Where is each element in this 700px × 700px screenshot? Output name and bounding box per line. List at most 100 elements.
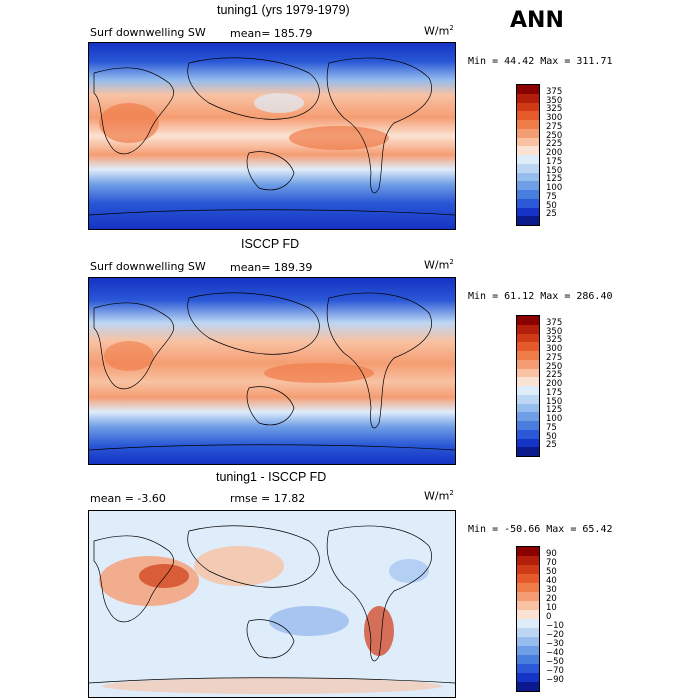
colorbar-swatch [517, 137, 539, 147]
panel-2-minmax: Min = 61.12 Max = 286.40 [468, 291, 613, 302]
colorbar-swatch [517, 324, 539, 334]
colorbar-tick-label: −10 [546, 621, 564, 631]
colorbar-tick-label: 0 [546, 612, 552, 622]
colorbar-swatch [517, 216, 539, 225]
colorbar-tick-label: 250 [546, 130, 563, 141]
panel-2-variable-label: Surf downwelling SW [90, 260, 206, 273]
colorbar-tick-label: 150 [546, 165, 563, 176]
colorbar-swatch [517, 429, 539, 439]
colorbar-swatch [517, 120, 539, 129]
colorbar-tick-label: −30 [546, 639, 564, 649]
colorbar-swatch [517, 146, 539, 155]
colorbar-swatch [517, 655, 539, 664]
colorbar-tick-label: 225 [546, 139, 563, 150]
colorbar-tick-label: 225 [546, 370, 563, 381]
colorbar-tick-label: 375 [546, 86, 563, 97]
colorbar-swatch [517, 207, 539, 217]
colorbar-swatch [517, 403, 539, 413]
colorbar-tick-label: 275 [546, 352, 563, 363]
panel-3-title: tuning1 - ISCCP FD [216, 470, 327, 484]
panel-3-rmse-label: rmse = 17.82 [230, 492, 306, 505]
panel-1-units: W/m2 [424, 24, 454, 38]
colorbar-swatch [517, 601, 539, 610]
panel-1-variable-label: Surf downwelling SW [90, 26, 206, 39]
colorbar-tick-label: 300 [546, 113, 563, 123]
colorbar-swatch [517, 664, 539, 673]
panel-3-mean-label: mean = -3.60 [90, 492, 166, 505]
colorbar-swatch [517, 412, 539, 421]
colorbar-tick-label: 250 [546, 361, 563, 372]
colorbar-tick-label: 75 [546, 191, 557, 202]
colorbar-tick-label: 350 [546, 326, 563, 337]
colorbar-swatch [517, 342, 539, 351]
panel-2-mean-label: mean= 189.39 [230, 261, 313, 274]
colorbar-tick-label: −70 [546, 666, 564, 676]
colorbar-swatch [517, 574, 539, 583]
panel-3-colorbar [516, 546, 540, 692]
colorbar-swatch [517, 682, 539, 691]
colorbar-tick-label: 350 [546, 95, 563, 106]
colorbar-tick-label: 10 [546, 603, 557, 613]
colorbar-tick-label: 125 [546, 405, 563, 416]
colorbar-tick-label: −90 [546, 675, 564, 685]
colorbar-swatch [517, 102, 539, 112]
colorbar-swatch [517, 619, 539, 628]
colorbar-tick-label: 325 [546, 104, 563, 115]
panel-2-title: ISCCP FD [241, 237, 300, 251]
colorbar-swatch [517, 377, 539, 386]
colorbar-tick-label: 20 [546, 594, 557, 604]
colorbar-tick-label: −40 [546, 648, 564, 658]
colorbar-swatch [517, 394, 539, 404]
panel-2-colorbar [516, 315, 540, 457]
colorbar-swatch [517, 628, 539, 637]
colorbar-tick-label: 75 [546, 422, 557, 433]
panel-1-mean-label: mean= 185.79 [230, 27, 313, 40]
colorbar-tick-label: −20 [546, 630, 564, 640]
colorbar-swatch [517, 583, 539, 592]
colorbar-swatch [517, 111, 539, 120]
colorbar-tick-label: 375 [546, 317, 563, 328]
colorbar-swatch [517, 333, 539, 343]
colorbar-tick-label: 40 [546, 576, 557, 586]
colorbar-tick-label: 300 [546, 344, 563, 354]
colorbar-tick-label: 50 [546, 200, 557, 211]
colorbar-swatch [517, 637, 539, 646]
colorbar-swatch [517, 438, 539, 448]
colorbar-swatch [517, 368, 539, 378]
colorbar-tick-label: 325 [546, 335, 563, 346]
colorbar-tick-label: 25 [546, 440, 557, 451]
colorbar-swatch [517, 447, 539, 456]
colorbar-tick-label: 50 [546, 431, 557, 442]
colorbar-tick-label: 175 [546, 156, 563, 167]
colorbar-swatch [517, 85, 539, 94]
colorbar-swatch [517, 181, 539, 190]
colorbar-swatch [517, 198, 539, 208]
colorbar-tick-label: 70 [546, 558, 557, 568]
panel-1-minmax: Min = 44.42 Max = 311.71 [468, 56, 613, 67]
colorbar-tick-label: 200 [546, 379, 563, 389]
colorbar-tick-label: 150 [546, 396, 563, 407]
panel-2-units: W/m2 [424, 258, 454, 272]
panel-3-map [88, 510, 456, 698]
colorbar-swatch [517, 359, 539, 369]
panel-3-minmax: Min = -50.66 Max = 65.42 [468, 524, 613, 535]
colorbar-tick-label: 25 [546, 209, 557, 220]
colorbar-tick-label: 125 [546, 174, 563, 185]
colorbar-swatch [517, 93, 539, 103]
colorbar-swatch [517, 351, 539, 360]
colorbar-swatch [517, 155, 539, 164]
colorbar-swatch [517, 421, 539, 430]
colorbar-swatch [517, 163, 539, 173]
colorbar-swatch [517, 646, 539, 655]
panel-1-colorbar [516, 84, 540, 226]
colorbar-swatch [517, 128, 539, 138]
colorbar-swatch [517, 610, 539, 619]
panel-3-units: W/m2 [424, 489, 454, 503]
colorbar-tick-label: 90 [546, 549, 557, 559]
colorbar-tick-label: −50 [546, 657, 564, 667]
colorbar-swatch [517, 592, 539, 601]
season-label: ANN [510, 8, 564, 33]
colorbar-swatch [517, 172, 539, 182]
colorbar-swatch [517, 673, 539, 682]
panel-1-title: tuning1 (yrs 1979-1979) [217, 3, 350, 17]
